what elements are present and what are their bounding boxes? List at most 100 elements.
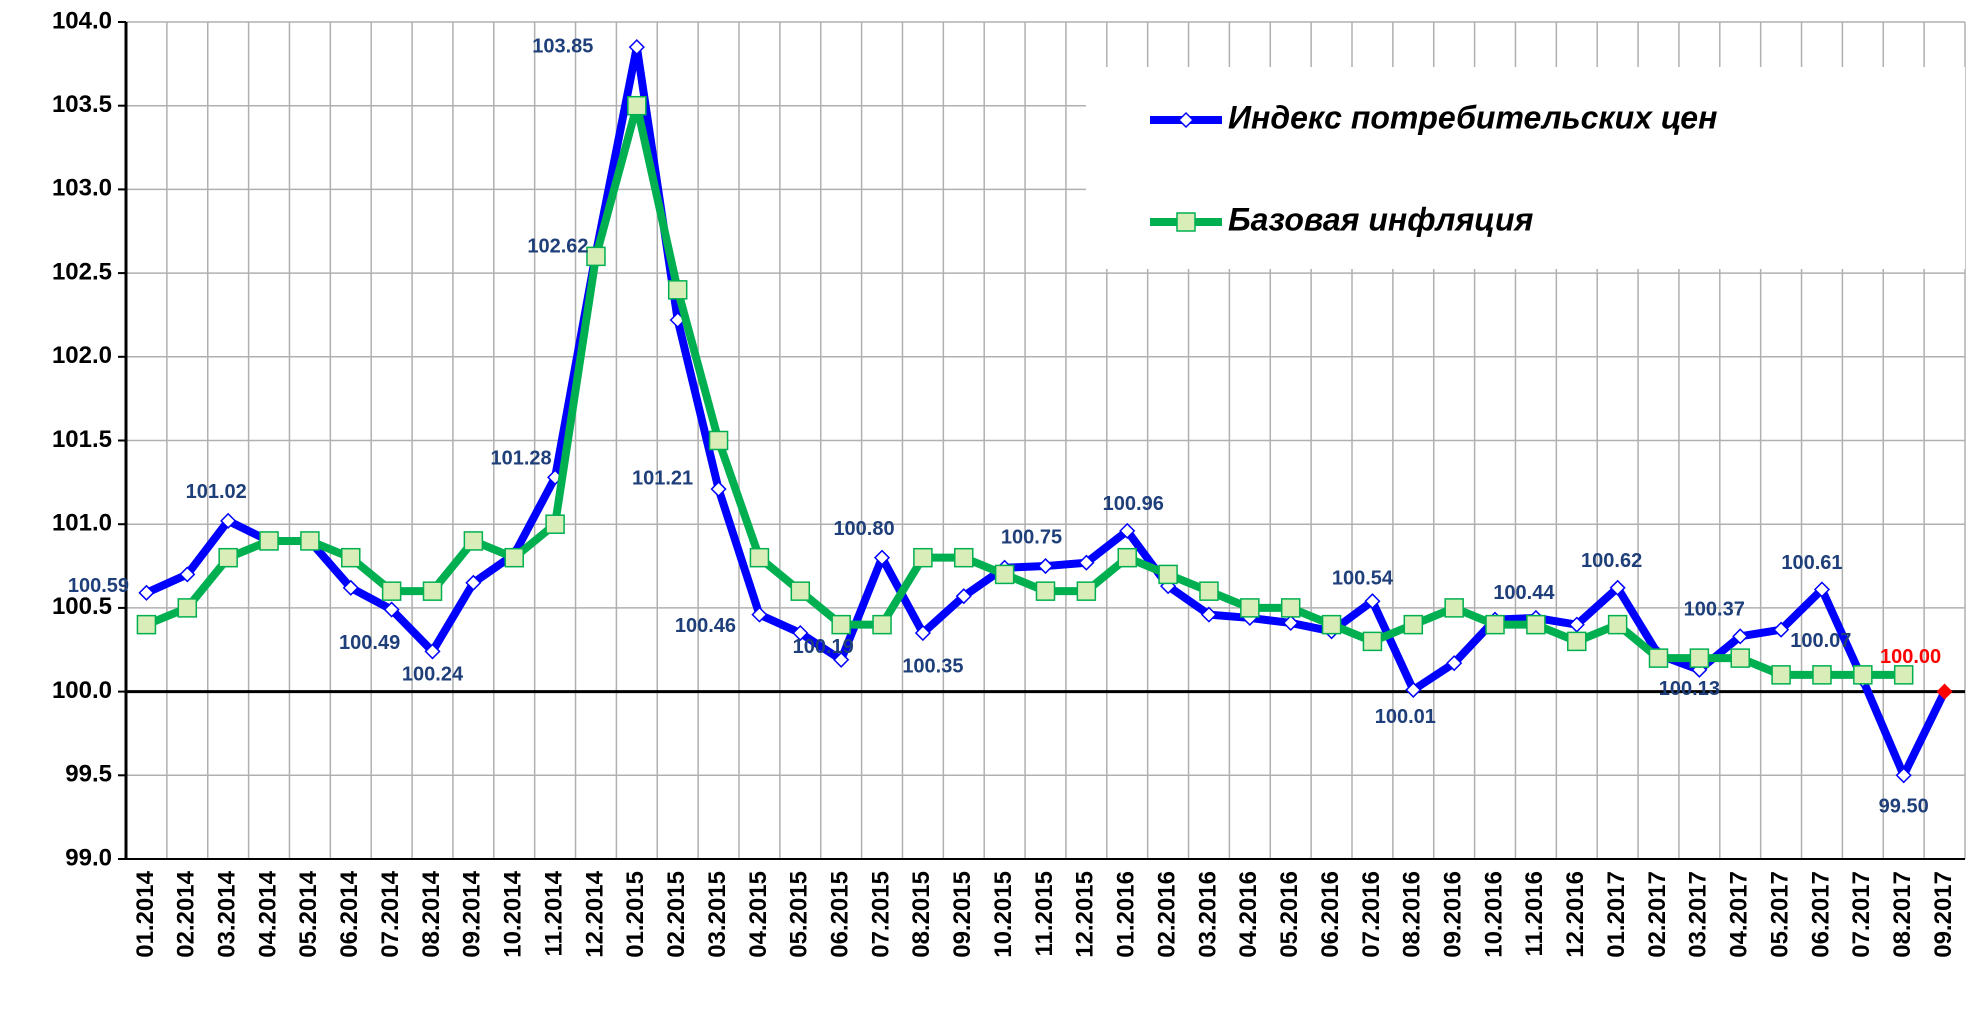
data-label: 100.19 bbox=[793, 636, 854, 658]
x-tick-label: 06.2017 bbox=[1807, 871, 1834, 958]
x-tick-label: 12.2015 bbox=[1072, 871, 1099, 958]
data-point bbox=[1199, 581, 1219, 601]
data-point bbox=[381, 581, 402, 601]
data-point bbox=[1035, 581, 1056, 601]
x-tick-label: 05.2015 bbox=[786, 871, 813, 958]
x-tick-label: 04.2016 bbox=[1235, 871, 1262, 958]
x-tick-label: 08.2016 bbox=[1399, 871, 1426, 958]
data-point bbox=[545, 514, 565, 534]
data-point bbox=[177, 598, 198, 618]
data-label: 100.44 bbox=[1493, 582, 1555, 604]
data-label: 100.01 bbox=[1375, 706, 1436, 728]
data-point bbox=[138, 584, 155, 601]
x-tick-label: 10.2016 bbox=[1480, 871, 1507, 958]
data-point bbox=[1076, 581, 1097, 601]
data-point bbox=[710, 480, 727, 498]
x-tick-label: 02.2015 bbox=[663, 871, 690, 958]
x-tick-label: 07.2016 bbox=[1358, 871, 1385, 958]
data-point bbox=[1282, 614, 1299, 632]
x-tick-label: 01.2015 bbox=[622, 871, 649, 958]
x-tick-label: 08.2014 bbox=[418, 870, 445, 957]
x-tick-label: 08.2017 bbox=[1889, 871, 1916, 958]
data-point bbox=[1853, 665, 1873, 685]
data-point bbox=[872, 614, 892, 635]
x-tick-label: 12.2016 bbox=[1562, 871, 1589, 958]
data-point bbox=[1444, 598, 1464, 618]
data-point bbox=[463, 531, 484, 551]
y-tick-label: 102.0 bbox=[52, 342, 112, 369]
data-point bbox=[1485, 614, 1505, 635]
x-tick-label: 01.2017 bbox=[1603, 871, 1630, 958]
data-point bbox=[1403, 614, 1424, 635]
data-label: 101.21 bbox=[632, 467, 693, 489]
x-tick-label: 06.2014 bbox=[336, 870, 363, 957]
data-point bbox=[1321, 614, 1342, 635]
data-point bbox=[1405, 681, 1422, 698]
data-point bbox=[749, 547, 770, 568]
x-tick-label: 07.2017 bbox=[1848, 871, 1875, 958]
data-point bbox=[1117, 547, 1137, 568]
data-point bbox=[627, 95, 647, 116]
data-point bbox=[1362, 631, 1383, 652]
x-tick-label: 07.2015 bbox=[867, 871, 894, 958]
data-point bbox=[1119, 522, 1136, 539]
legend-box bbox=[1086, 67, 1965, 269]
x-tick-label: 02.2016 bbox=[1153, 871, 1180, 958]
data-point bbox=[259, 531, 279, 551]
data-point bbox=[954, 547, 974, 568]
data-label: 102.62 bbox=[527, 235, 588, 257]
data-label: 100.96 bbox=[1103, 493, 1164, 515]
legend-marker bbox=[1176, 212, 1196, 232]
data-label: 100.00 bbox=[1880, 646, 1941, 668]
data-label: 99.50 bbox=[1879, 796, 1929, 818]
data-point bbox=[1240, 598, 1260, 618]
x-tick-label: 08.2015 bbox=[908, 871, 935, 958]
data-label: 100.46 bbox=[675, 615, 736, 637]
data-point bbox=[1526, 614, 1546, 635]
data-label: 100.37 bbox=[1684, 599, 1745, 621]
data-point bbox=[914, 624, 931, 642]
data-point bbox=[913, 547, 933, 568]
x-tick-label: 09.2016 bbox=[1440, 871, 1467, 958]
data-point bbox=[1607, 614, 1628, 635]
data-point bbox=[667, 280, 688, 300]
x-tick-label: 01.2016 bbox=[1113, 871, 1140, 958]
data-label: 100.61 bbox=[1781, 552, 1842, 574]
data-point bbox=[218, 547, 238, 568]
x-tick-label: 11.2014 bbox=[540, 870, 567, 956]
data-point bbox=[1200, 606, 1218, 623]
legend-label: Базовая инфляция bbox=[1228, 201, 1534, 237]
data-point bbox=[873, 549, 891, 566]
data-label: 100.13 bbox=[1659, 678, 1720, 700]
data-point bbox=[1773, 621, 1790, 638]
data-point bbox=[1280, 598, 1301, 618]
data-point bbox=[955, 588, 972, 605]
data-point bbox=[1648, 648, 1669, 668]
data-point bbox=[1936, 683, 1953, 700]
data-point bbox=[833, 651, 850, 668]
data-point bbox=[831, 614, 851, 635]
data-label: 100.80 bbox=[833, 518, 894, 540]
data-label: 100.07 bbox=[1790, 630, 1851, 652]
data-point bbox=[1689, 648, 1710, 668]
data-point bbox=[790, 581, 811, 601]
data-point bbox=[422, 581, 443, 601]
y-tick-label: 101.5 bbox=[52, 426, 112, 453]
data-point bbox=[342, 579, 359, 596]
data-point bbox=[586, 246, 606, 267]
data-point bbox=[341, 547, 361, 568]
data-point bbox=[792, 624, 809, 642]
y-tick-label: 103.5 bbox=[52, 91, 112, 118]
data-point bbox=[708, 430, 729, 451]
data-point bbox=[628, 39, 645, 56]
x-tick-label: 03.2016 bbox=[1194, 871, 1221, 958]
data-point bbox=[220, 512, 237, 529]
x-tick-label: 03.2015 bbox=[704, 871, 731, 958]
data-label: 100.62 bbox=[1581, 550, 1642, 572]
x-tick-label: 05.2017 bbox=[1766, 871, 1793, 958]
data-label: 100.49 bbox=[339, 632, 400, 654]
data-point bbox=[994, 564, 1015, 585]
data-point bbox=[1730, 648, 1750, 668]
data-label: 101.28 bbox=[491, 448, 552, 470]
